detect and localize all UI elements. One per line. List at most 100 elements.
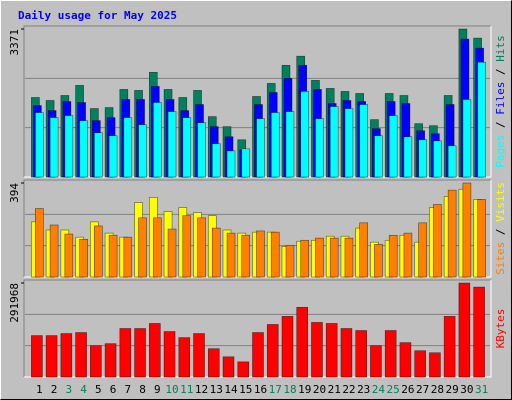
y-tick-label: 3371 — [8, 29, 21, 56]
x-tick-label: 30 — [460, 383, 473, 396]
x-tick-label: 28 — [431, 383, 444, 396]
legend-entry: Pages — [494, 135, 507, 168]
x-tick-label: 26 — [401, 383, 414, 396]
bar — [355, 330, 367, 378]
bar — [300, 91, 310, 178]
bar — [163, 331, 176, 378]
x-tick-label: 18 — [283, 383, 296, 396]
bar — [403, 136, 413, 178]
bar — [237, 361, 250, 378]
bar — [473, 286, 485, 378]
legend-entry: KBytes — [494, 309, 507, 349]
bar — [403, 232, 413, 278]
x-tick-label: 25 — [387, 383, 400, 396]
legend: Sites / Visits — [494, 182, 507, 275]
bar — [443, 316, 456, 378]
bar — [329, 106, 339, 178]
bar — [384, 330, 397, 378]
x-tick-label: 31 — [475, 383, 488, 396]
bar — [104, 343, 117, 378]
x-tick-label: 14 — [224, 383, 238, 396]
bar — [207, 348, 220, 378]
x-tick-label: 23 — [357, 383, 370, 396]
x-tick-label: 27 — [416, 383, 429, 396]
bar — [329, 237, 339, 278]
bar — [123, 117, 133, 178]
bar — [226, 232, 236, 278]
legend-entry: Sites — [494, 242, 507, 275]
bar — [359, 222, 368, 278]
bar — [388, 234, 398, 278]
bar — [429, 352, 441, 378]
legend-separator: / — [494, 115, 507, 135]
bar — [344, 108, 354, 178]
legend: KBytes — [494, 309, 507, 349]
bar — [153, 217, 162, 278]
x-tick-label: 11 — [180, 383, 193, 396]
bar — [108, 234, 118, 278]
bar — [108, 135, 118, 178]
bar — [226, 150, 236, 178]
bar — [79, 239, 88, 278]
bar — [399, 342, 412, 378]
bar — [374, 135, 383, 178]
bar — [90, 345, 102, 378]
bar — [49, 117, 59, 178]
bar — [462, 182, 472, 278]
legend: Pages / Files / Hits — [494, 35, 507, 168]
x-tick-label: 1 — [36, 383, 43, 396]
panel-edge-dark — [23, 179, 491, 277]
bar — [167, 228, 177, 278]
x-tick-label: 13 — [210, 383, 223, 396]
bar — [296, 306, 309, 378]
bar — [241, 234, 251, 278]
chart-title: Daily usage for May 2025 — [18, 9, 177, 22]
bar — [149, 323, 161, 378]
bar — [418, 139, 427, 178]
x-tick-label: 10 — [165, 383, 178, 396]
bar — [134, 328, 146, 378]
bar — [211, 227, 221, 278]
bar — [414, 350, 426, 378]
bar — [45, 335, 58, 378]
x-tick-label: 12 — [195, 383, 208, 396]
bar — [374, 244, 383, 278]
x-tick-label: 22 — [342, 383, 355, 396]
bar — [123, 236, 133, 278]
bar — [197, 122, 206, 178]
x-tick-label: 15 — [239, 383, 252, 396]
bar — [222, 356, 235, 378]
legend-entry: Hits — [494, 35, 507, 62]
bar — [153, 102, 162, 178]
x-tick-label: 2 — [51, 383, 58, 396]
bar — [138, 124, 147, 178]
bar — [241, 148, 251, 178]
x-tick-label: 4 — [80, 383, 87, 396]
bar — [433, 204, 442, 278]
bar — [256, 230, 265, 278]
y-tick-label: 291968 — [8, 283, 21, 323]
x-tick-label: 9 — [154, 383, 161, 396]
bar — [94, 132, 103, 178]
bar — [79, 120, 88, 178]
bar — [477, 61, 486, 178]
bar — [256, 118, 265, 178]
bar — [315, 118, 324, 178]
bar — [197, 217, 206, 278]
bar — [35, 112, 44, 178]
panel-edge-dark — [23, 25, 491, 177]
legend-entry: Files — [494, 82, 507, 115]
y-tick-label: 394 — [8, 183, 21, 203]
bar — [64, 233, 74, 278]
bar — [462, 99, 472, 178]
bar — [285, 244, 295, 278]
x-tick-label: 17 — [269, 383, 282, 396]
bar — [138, 217, 147, 278]
panel-edge-dark — [23, 279, 491, 377]
bar — [418, 222, 427, 278]
bar — [388, 115, 398, 178]
bar — [266, 324, 279, 378]
bar — [252, 332, 264, 378]
